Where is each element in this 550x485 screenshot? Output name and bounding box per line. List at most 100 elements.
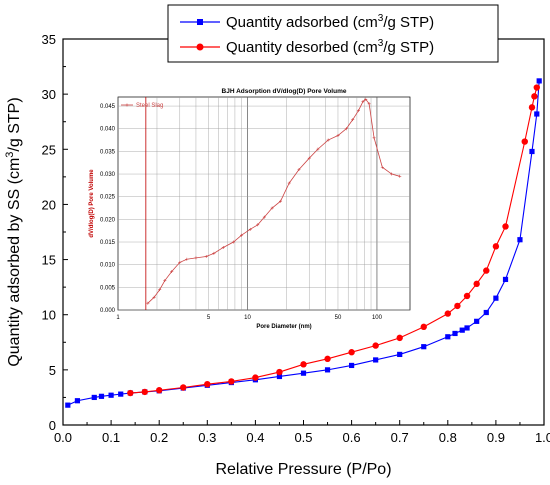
inset-point	[221, 245, 225, 249]
adsorbed-point	[493, 295, 499, 301]
x-tick-label: 0.7	[391, 430, 409, 445]
desorbed-point	[372, 342, 379, 349]
x-tick-label: 0.0	[54, 430, 72, 445]
adsorbed-point	[300, 370, 307, 376]
desorbed-point	[502, 223, 509, 230]
inset-point	[297, 168, 301, 172]
desorbed-point	[300, 361, 307, 368]
inset-point	[256, 223, 260, 227]
adsorbed-point	[452, 330, 458, 337]
inset-point	[248, 227, 252, 231]
inset-y-title: dV/dlog(D) Pore Volume	[89, 169, 95, 238]
inset-point	[372, 136, 376, 140]
adsorbed-point	[536, 78, 542, 84]
adsorbed-point	[445, 334, 451, 340]
inset-legend-label: Steel Slag	[136, 103, 163, 109]
adsorbed-point	[464, 325, 470, 331]
desorbed-point	[454, 302, 461, 310]
inset-point	[152, 295, 156, 299]
adsorbed-point	[397, 351, 403, 358]
y-tick-label: 20	[42, 197, 56, 212]
y-tick-label: 0	[49, 418, 56, 433]
inset-point	[262, 215, 266, 219]
inset-point	[178, 260, 182, 264]
inset-y-tick-label: 0.010	[100, 263, 116, 269]
desorbed-point	[444, 310, 451, 317]
adsorbed-point	[474, 318, 480, 324]
inset-point	[367, 102, 371, 106]
inset-x-tick-label: 100	[372, 315, 383, 321]
legend-box	[167, 4, 499, 63]
legend-marker-square	[197, 19, 203, 25]
inset-point	[163, 279, 167, 283]
desorbed-point	[492, 243, 500, 250]
x-tick-label: 0.8	[439, 430, 457, 445]
x-tick-label: 0.5	[294, 430, 312, 445]
y-tick-label: 10	[42, 308, 56, 323]
desorbed-point	[252, 374, 259, 381]
desorbed-point	[324, 355, 331, 363]
inset-x-tick-label: 50	[335, 315, 342, 321]
adsorbed-point	[74, 398, 81, 404]
adsorbed-point	[276, 373, 283, 380]
y-tick-label: 5	[49, 363, 56, 378]
adsorbed-point	[483, 309, 489, 316]
desorbed-point	[531, 93, 538, 100]
inset-y-tick-label: 0.015	[100, 240, 116, 246]
adsorbed-point	[373, 357, 379, 363]
inset-point	[390, 172, 394, 176]
inset-point	[307, 156, 311, 160]
adsorbed-point	[108, 392, 114, 398]
inset-point	[232, 240, 236, 244]
desorbed-point	[396, 334, 403, 342]
desorbed-point	[276, 368, 283, 376]
inset-point	[398, 174, 402, 178]
inset-point	[336, 134, 340, 138]
inset-point	[326, 138, 330, 142]
inset-title: BJH Adsorption dV/dlog(D) Pore Volume	[222, 88, 347, 95]
inset-x-tick-label: 5	[207, 315, 211, 321]
adsorbed-point	[349, 362, 355, 369]
desorbed-point	[528, 104, 536, 111]
inset-chart: 0.000 0.005 0.010 0.015 0.020 0.025 0.030 0.035…	[89, 88, 411, 330]
y-tick-label: 25	[42, 142, 56, 157]
x-tick-label: 0.3	[198, 430, 216, 445]
inset-point	[364, 97, 368, 101]
inset-point	[170, 269, 174, 273]
desorbed-point	[180, 384, 187, 391]
adsorbed-point	[502, 276, 509, 283]
desorbed-point	[533, 84, 540, 91]
x-tick-label: 1.0	[535, 430, 550, 445]
x-tick-label: 0.4	[246, 430, 264, 445]
y-tick-label: 15	[42, 253, 56, 268]
desorbed-point	[141, 388, 148, 396]
inset-y-tick-label: 0.000	[100, 308, 116, 314]
inset-point	[316, 147, 320, 151]
x-tick-label: 0.2	[150, 430, 168, 445]
inset-series-line	[147, 98, 400, 304]
inset-x-tick-label: 10	[244, 315, 251, 321]
desorbed-point	[521, 138, 528, 145]
x-tick-label: 0.9	[487, 430, 505, 445]
inset-frame	[117, 96, 411, 311]
desorbed-point	[127, 389, 134, 397]
adsorbed-point	[118, 391, 124, 397]
inset-y-tick-label: 0.045	[100, 104, 116, 110]
inset-point	[287, 181, 291, 185]
inset-point	[361, 100, 365, 104]
inset-x-tick-label: 1	[116, 315, 120, 321]
desorbed-point	[473, 280, 480, 288]
legend-label: Quantity desorbed (cm3/g STP)	[226, 38, 434, 56]
adsorbed-point	[65, 402, 71, 408]
inset-y-tick-label: 0.040	[100, 127, 116, 133]
y-tick-label: 30	[42, 87, 56, 102]
inset-point	[240, 233, 244, 237]
inset-y-tick-label: 0.020	[100, 217, 116, 223]
legend-label: Quantity adsorbed (cm3/g STP)	[226, 13, 434, 31]
x-tick-label: 0.6	[343, 430, 361, 445]
desorbed-point	[348, 349, 355, 356]
desorbed-point	[204, 380, 211, 388]
inset-point	[185, 257, 189, 261]
